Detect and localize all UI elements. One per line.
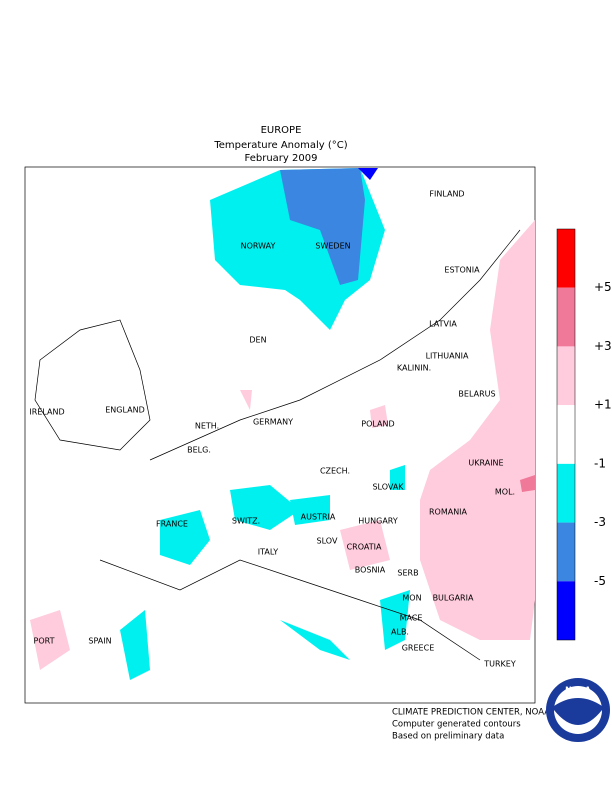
footer-line: Computer generated contours bbox=[392, 720, 521, 730]
legend-label: +1 bbox=[594, 398, 612, 412]
country-label: MACE bbox=[400, 614, 423, 623]
coastline bbox=[34, 229, 521, 661]
country-label: ENGLAND bbox=[105, 406, 145, 415]
footer-line: Based on preliminary data bbox=[392, 732, 504, 742]
title: Temperature Anomaly (°C) bbox=[213, 140, 347, 151]
country-label: BELG. bbox=[187, 446, 211, 455]
country-label: SPAIN bbox=[88, 637, 111, 646]
cold-patches bbox=[120, 465, 410, 680]
country-label: GREECE bbox=[402, 644, 435, 653]
title-period: February 2009 bbox=[245, 153, 318, 164]
country-label: CZECH. bbox=[320, 467, 350, 476]
legend-label: -1 bbox=[594, 456, 606, 470]
country-label: BOSNIA bbox=[355, 566, 386, 575]
warm-area bbox=[420, 220, 535, 640]
legend-swatch bbox=[557, 229, 575, 288]
country-label: LATVIA bbox=[429, 320, 457, 329]
country-label: BULGARIA bbox=[433, 594, 474, 603]
coldest-area bbox=[358, 168, 378, 180]
country-label: SLOVAK bbox=[372, 483, 404, 492]
country-label: CROATIA bbox=[347, 543, 382, 552]
country-label: NORWAY bbox=[241, 242, 276, 251]
country-label: HUNGARY bbox=[358, 517, 398, 526]
legend-label: +3 bbox=[594, 339, 612, 353]
legend-swatch bbox=[557, 463, 575, 523]
country-label: ESTONIA bbox=[444, 266, 480, 275]
country-label: FRANCE bbox=[156, 520, 188, 529]
logo-text: NOAA bbox=[565, 686, 591, 695]
country-label: ALB. bbox=[391, 628, 409, 637]
legend-swatch bbox=[557, 287, 575, 347]
legend-swatch bbox=[557, 522, 575, 582]
country-label: AUSTRIA bbox=[301, 513, 336, 522]
country-label: POLAND bbox=[361, 420, 394, 429]
legend-swatch bbox=[557, 581, 575, 640]
country-label: ROMANIA bbox=[429, 508, 468, 517]
logo-wave bbox=[554, 698, 602, 725]
country-label: SWITZ. bbox=[232, 517, 260, 526]
legend-frame bbox=[556, 228, 576, 641]
map: NORWAY SWEDEN FINLAND ESTONIA LATVIA LITHUANI… bbox=[24, 166, 536, 704]
colder-area bbox=[280, 168, 365, 285]
country-label: UKRAINE bbox=[468, 459, 503, 468]
country-label: TURKEY bbox=[483, 660, 516, 669]
country-label: DEN bbox=[249, 336, 266, 345]
noaa-logo: NOAA bbox=[546, 678, 610, 742]
country-label: FINLAND bbox=[429, 190, 464, 199]
country-label: BELARUS bbox=[458, 390, 495, 399]
legend-swatch bbox=[557, 405, 575, 464]
warmer-area bbox=[520, 475, 535, 492]
country-label: ITALY bbox=[258, 548, 278, 557]
country-label: GERMANY bbox=[253, 418, 293, 427]
country-label: LITHUANIA bbox=[426, 352, 469, 361]
country-label: MOL. bbox=[495, 488, 515, 497]
legend: +5 +3 +1 -1 -3 -5 bbox=[556, 228, 612, 641]
country-label: SERB bbox=[397, 569, 418, 578]
country-label: PORT bbox=[34, 637, 55, 646]
country-label: KALININ. bbox=[397, 364, 431, 373]
country-label: SLOV bbox=[317, 537, 338, 546]
country-label: IRELAND bbox=[29, 408, 64, 417]
country-label: SWEDEN bbox=[315, 242, 350, 251]
footer-line: CLIMATE PREDICTION CENTER, NOAA bbox=[392, 708, 550, 718]
legend-label: +5 bbox=[594, 280, 612, 294]
warm-patches bbox=[30, 390, 390, 670]
legend-swatch bbox=[557, 346, 575, 406]
legend-label: -3 bbox=[594, 515, 606, 529]
legend-label: -5 bbox=[594, 574, 606, 588]
country-label: NETH. bbox=[195, 422, 219, 431]
country-label: MON bbox=[402, 594, 421, 603]
title-region: EUROPE bbox=[261, 125, 302, 136]
